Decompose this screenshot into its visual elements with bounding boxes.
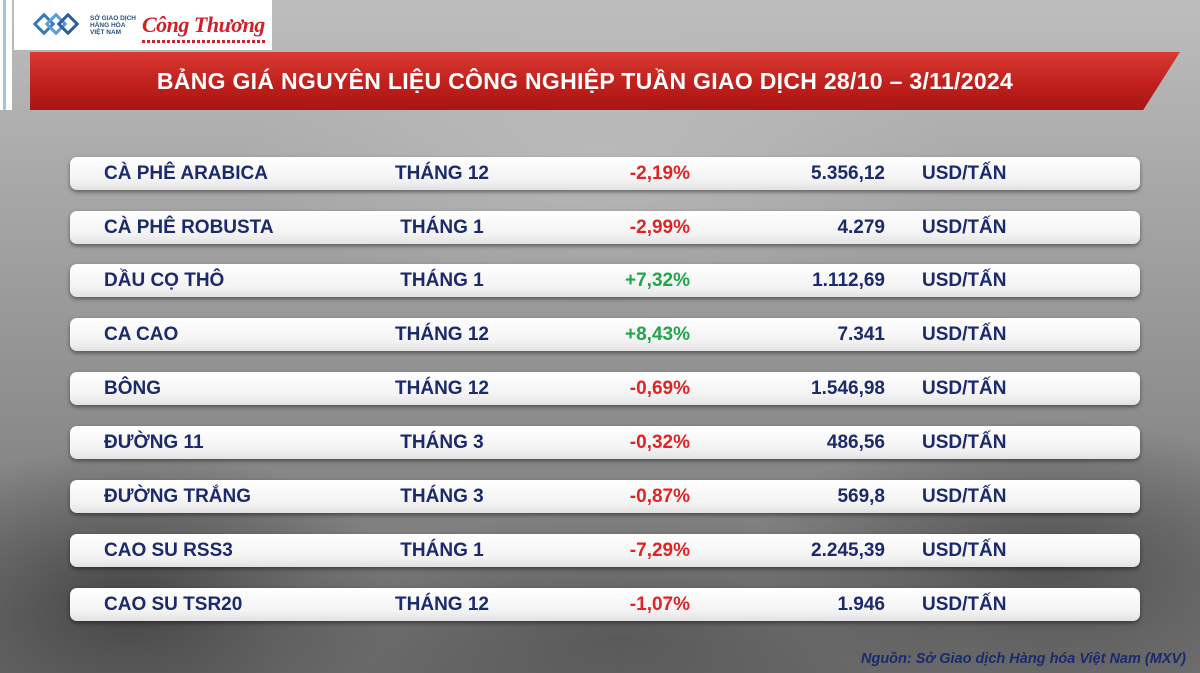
- table-row: CÀ PHÊ ROBUSTA THÁNG 1 -2,99% 4.279 USD/TẤN: [70, 211, 1140, 244]
- price-value: 1.112,69: [812, 270, 885, 291]
- table-row: CA CAO THÁNG 12 +8,43% 7.341 USD/TẤN: [70, 318, 1140, 351]
- sgd-logo-text: SỞ GIAO DỊCH HÀNG HÓA VIỆT NAM: [90, 14, 136, 36]
- sgd-logo-icon: [32, 12, 86, 38]
- table-row: ĐƯỜNG TRẮNG THÁNG 3 -0,87% 569,8 USD/TẤN: [70, 480, 1140, 513]
- commodity-name: BÔNG: [104, 378, 161, 399]
- contract-month: THÁNG 1: [400, 217, 484, 238]
- price-value: 486,56: [826, 432, 885, 453]
- table-row: CÀ PHÊ ARABICA THÁNG 12 -2,19% 5.356,12 USD/…: [70, 157, 1140, 190]
- price-change: +7,32%: [625, 270, 690, 291]
- price-table: CÀ PHÊ ARABICA THÁNG 12 -2,19% 5.356,12 USD/…: [70, 157, 1140, 642]
- price-value: 2.245,39: [811, 540, 885, 561]
- price-value: 1.546,98: [811, 378, 885, 399]
- price-change: -0,87%: [629, 486, 690, 507]
- title-banner: BẢNG GIÁ NGUYÊN LIỆU CÔNG NGHIỆP TUẦN GI…: [30, 52, 1180, 110]
- commodity-name: DẦU CỌ THÔ: [104, 270, 225, 291]
- price-change: -2,19%: [629, 163, 690, 184]
- price-unit: USD/TẤN: [922, 270, 1007, 291]
- contract-month: THÁNG 12: [395, 163, 489, 184]
- commodity-name: CA CAO: [104, 324, 179, 345]
- left-accent-strip: [0, 0, 12, 110]
- price-value: 4.279: [837, 217, 885, 238]
- contract-month: THÁNG 1: [400, 540, 484, 561]
- commodity-name: CÀ PHÊ ROBUSTA: [104, 217, 274, 238]
- contract-month: THÁNG 3: [400, 486, 484, 507]
- page-title: BẢNG GIÁ NGUYÊN LIỆU CÔNG NGHIỆP TUẦN GI…: [156, 67, 1014, 94]
- commodity-name: CAO SU TSR20: [104, 594, 243, 615]
- price-unit: USD/TẤN: [922, 594, 1007, 615]
- price-change: -0,69%: [629, 378, 690, 399]
- contract-month: THÁNG 12: [395, 594, 489, 615]
- price-value: 5.356,12: [811, 163, 885, 184]
- commodity-name: ĐƯỜNG 11: [104, 432, 204, 453]
- price-change: -0,32%: [629, 432, 690, 453]
- price-value: 7.341: [837, 324, 885, 345]
- commodity-name: CÀ PHÊ ARABICA: [104, 163, 268, 184]
- price-unit: USD/TẤN: [922, 217, 1007, 238]
- contract-month: THÁNG 12: [395, 324, 489, 345]
- cong-thuong-logo: Công Thương: [142, 12, 265, 43]
- contract-month: THÁNG 3: [400, 432, 484, 453]
- price-change: +8,43%: [625, 324, 690, 345]
- commodity-name: ĐƯỜNG TRẮNG: [104, 486, 252, 507]
- source-note: Nguồn: Sở Giao dịch Hàng hóa Việt Nam (M…: [861, 651, 1186, 667]
- price-value: 1.946: [837, 594, 885, 615]
- price-unit: USD/TẤN: [922, 432, 1007, 453]
- price-unit: USD/TẤN: [922, 486, 1007, 507]
- price-change: -7,29%: [629, 540, 690, 561]
- table-row: BÔNG THÁNG 12 -0,69% 1.546,98 USD/TẤN: [70, 372, 1140, 405]
- price-value: 569,8: [837, 486, 885, 507]
- logo-bar: SỞ GIAO DỊCH HÀNG HÓA VIỆT NAM Công Thươ…: [14, 0, 272, 50]
- price-unit: USD/TẤN: [922, 378, 1007, 399]
- table-row: DẦU CỌ THÔ THÁNG 1 +7,32% 1.112,69 USD/TẤN: [70, 264, 1140, 297]
- price-unit: USD/TẤN: [922, 163, 1007, 184]
- price-unit: USD/TẤN: [922, 540, 1007, 561]
- price-unit: USD/TẤN: [922, 324, 1007, 345]
- table-row: ĐƯỜNG 11 THÁNG 3 -0,32% 486,56 USD/TẤN: [70, 426, 1140, 459]
- contract-month: THÁNG 12: [395, 378, 489, 399]
- price-change: -1,07%: [629, 594, 690, 615]
- table-row: CAO SU TSR20 THÁNG 12 -1,07% 1.946 USD/TẤN: [70, 588, 1140, 621]
- contract-month: THÁNG 1: [400, 270, 484, 291]
- table-row: CAO SU RSS3 THÁNG 1 -7,29% 2.245,39 USD/TẤN: [70, 534, 1140, 567]
- price-change: -2,99%: [629, 217, 690, 238]
- commodity-name: CAO SU RSS3: [104, 540, 233, 561]
